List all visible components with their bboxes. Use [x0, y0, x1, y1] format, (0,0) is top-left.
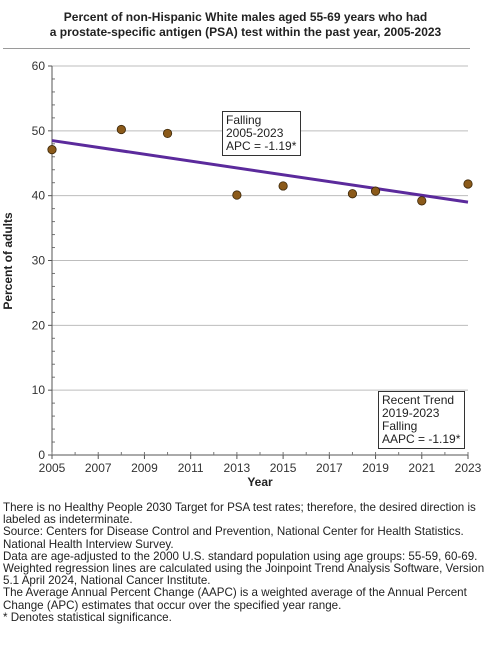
footnote: The Average Annual Percent Change (AAPC)… [3, 586, 467, 612]
x-tick-label: 2017 [316, 461, 343, 475]
footnotes: There is no Healthy People 2030 Target f… [3, 501, 489, 624]
x-tick-label: 2013 [224, 461, 251, 475]
x-tick-label: 2005 [39, 461, 66, 475]
chart-title-line-2: a prostate-specific antigen (PSA) test w… [49, 25, 442, 39]
trend-annotation-apc: Falling 2005-2023 APC = -1.19* [222, 111, 302, 156]
annotation-line: AAPC = -1.19* [382, 432, 461, 446]
x-tick-label: 2009 [131, 461, 158, 475]
y-tick-label: 10 [32, 383, 46, 397]
annotation-line: 2005-2023 [226, 126, 284, 140]
annotation-line: APC = -1.19* [226, 139, 297, 153]
x-tick-label: 2021 [408, 461, 435, 475]
footnote: Data are age-adjusted to the 2000 U.S. s… [3, 549, 478, 563]
annotation-line: Falling [226, 113, 262, 127]
data-point [162, 128, 173, 139]
title-divider [3, 48, 470, 49]
chart-plot: 0 10 20 30 40 50 60 2005 2007 2009 2011 2013 2015 201… [1, 59, 482, 489]
data-point [417, 196, 427, 206]
gridlines [52, 65, 468, 391]
x-tick-label: 2019 [362, 461, 389, 475]
annotation-line: Falling [382, 419, 418, 433]
data-points [47, 124, 473, 206]
data-point [347, 189, 358, 199]
chart-title-line-1: Percent of non-Hispanic White males aged… [63, 10, 428, 24]
recent-trend-annotation: Recent Trend 2019-2023 Falling AAPC = -1… [378, 391, 466, 449]
y-tick-label: 30 [32, 254, 46, 268]
trend-line [51, 139, 469, 204]
data-point [370, 186, 381, 196]
x-axis-label: Year [247, 475, 273, 489]
footnote: Weighted regression lines are calculated… [3, 562, 485, 588]
y-tick-label: 0 [38, 448, 45, 462]
x-tick-label: 2011 [178, 461, 204, 475]
footnote: There is no Healthy People 2030 Target f… [3, 501, 476, 527]
y-axis-label: Percent of adults [1, 212, 15, 310]
trend-line-group [51, 139, 469, 204]
y-tick-label: 50 [32, 124, 46, 138]
footnote: Source: Centers for Disease Control and … [3, 525, 464, 551]
data-point [47, 145, 57, 155]
data-point [463, 179, 473, 189]
x-tick-label: 2023 [455, 461, 482, 475]
x-tick-label: 2007 [85, 461, 112, 475]
y-tick-label: 40 [32, 189, 46, 203]
y-tick-label: 60 [32, 59, 46, 73]
x-tick-label: 2015 [270, 461, 297, 475]
footnote: * Denotes statistical significance. [3, 610, 172, 624]
data-point [278, 181, 288, 191]
y-tick-label: 20 [32, 318, 46, 332]
data-point [232, 190, 242, 200]
axes: 0 10 20 30 40 50 60 2005 2007 2009 2011 2013 2015 201… [32, 59, 482, 475]
annotation-line: Recent Trend [382, 393, 455, 407]
chart-title: Percent of non-Hispanic White males aged… [0, 10, 491, 40]
annotation-line: 2019-2023 [382, 406, 440, 420]
data-point [116, 124, 126, 135]
